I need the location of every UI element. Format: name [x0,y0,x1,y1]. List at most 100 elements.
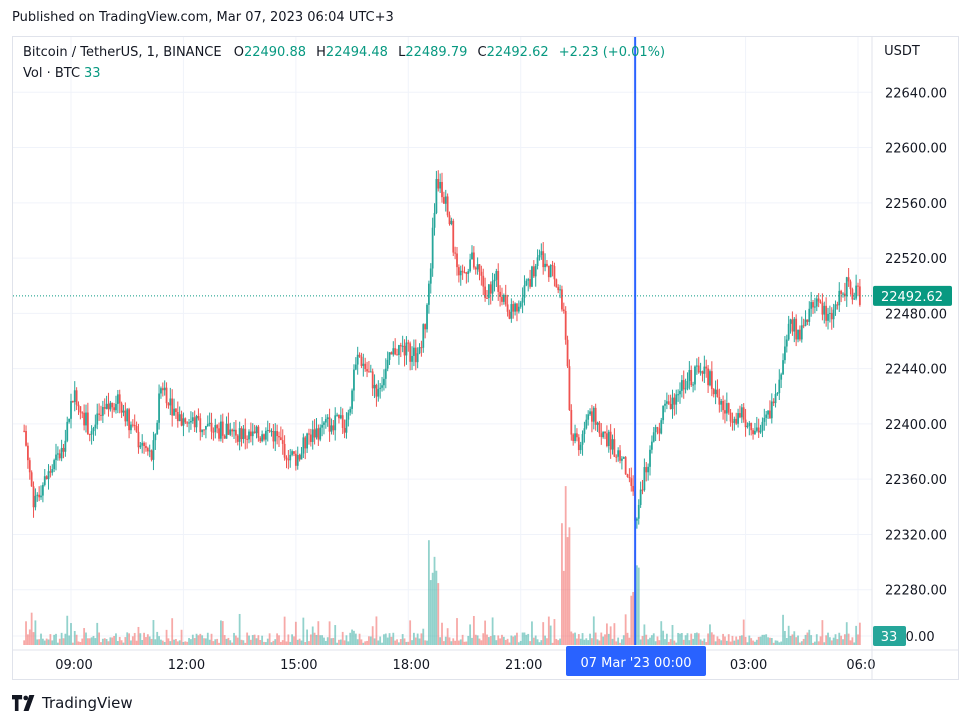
candle-body [746,425,749,428]
candle-body [607,431,610,447]
candle-body [152,440,155,460]
volume-bar [88,638,91,645]
volume-bar [716,636,719,645]
candle-body [107,403,110,410]
candle-body [171,398,174,416]
volume-bar [842,639,844,645]
candle-body [596,422,599,425]
volume-bar [139,633,142,645]
candle-body [429,268,432,284]
volume-label[interactable]: Vol · BTC [23,66,81,81]
volume-bar [175,639,177,645]
candle-body [516,303,518,312]
candle-body [309,434,312,442]
candle-body [748,422,751,426]
volume-bar [654,641,657,645]
time-tick-label: 03:00 [730,658,767,673]
volume-bar [71,642,74,645]
candle-body [671,397,674,410]
volume-bar [574,632,576,645]
candle-body [682,380,685,390]
candle-body [345,419,348,433]
volume-bar [782,614,784,645]
volume-bar [414,637,417,645]
candle-body [139,445,142,448]
symbol-label[interactable]: Bitcoin / TetherUS, 1, BINANCE [23,45,222,60]
volume-bar [697,633,700,645]
candle-body [386,359,389,369]
candle-body [248,431,250,440]
candle-body [30,472,33,487]
volume-bar [118,636,121,645]
candle-body [341,415,344,428]
volume-bar [817,641,820,645]
candle-body [652,432,655,442]
candle-body [381,385,383,388]
candle-body [193,417,196,428]
candle-body [540,251,543,256]
volume-bar [279,641,282,645]
candle-body [208,422,211,424]
candle-body [572,434,575,442]
volume-bar [544,635,546,645]
volume-bar [581,633,584,645]
candle-body [64,440,67,452]
volume-bar [622,635,625,645]
volume-bar [825,635,828,645]
candle-body [532,266,535,277]
candle-body [787,323,790,340]
candle-body [645,467,648,473]
volume-bar [737,639,739,645]
candle-body [83,412,86,426]
volume-bar [626,632,629,645]
candle-body [238,428,241,442]
volume-bar [148,636,151,645]
volume-bar [347,641,350,645]
volume-bar [502,636,505,645]
volume-bar [98,632,101,645]
chart-frame[interactable] [12,36,959,680]
last-price-label: 22492.62 [881,290,943,305]
candle-body [306,433,308,449]
candle-body [673,397,676,405]
candle-body [145,446,147,449]
volume-bar [797,635,799,645]
candle-body [609,431,612,450]
volume-bar [294,621,297,645]
candle-body [184,418,187,423]
candle-body [501,296,503,302]
volume-bar [231,642,234,645]
volume-bar [306,629,308,645]
volume-bar [326,637,329,645]
volume-bar [596,639,599,645]
volume-bar [240,639,243,645]
volume-bar [725,640,728,645]
volume-bar [133,632,136,645]
volume-bar [735,636,738,645]
tradingview-brand[interactable]: TradingView [12,694,133,712]
volume-bar [73,630,76,645]
volume-bar [707,633,709,645]
volume-bar [278,635,280,645]
candle-body [118,394,121,404]
candle-body [754,430,756,435]
candle-body [544,263,546,268]
candle-body [201,429,204,433]
candle-body [437,178,440,189]
candlestick-chart[interactable]: 22640.00 22600.00 22560.00 22520.00 22480.00… [0,0,972,690]
volume-bar [83,628,86,645]
candle-body [388,352,391,360]
volume-bar [780,641,783,645]
candle-body [409,343,412,362]
candle-body [592,407,595,422]
volume-bar [180,629,183,645]
candle-body [77,404,80,407]
volume-bar [424,640,427,645]
volume-bar [744,636,747,645]
candle-body [782,360,784,375]
candle-body [304,437,307,449]
price-tick-label: 22520.00 [885,252,947,267]
volume-bar [351,629,353,645]
volume-bar [420,633,423,645]
candle-body [564,311,567,340]
